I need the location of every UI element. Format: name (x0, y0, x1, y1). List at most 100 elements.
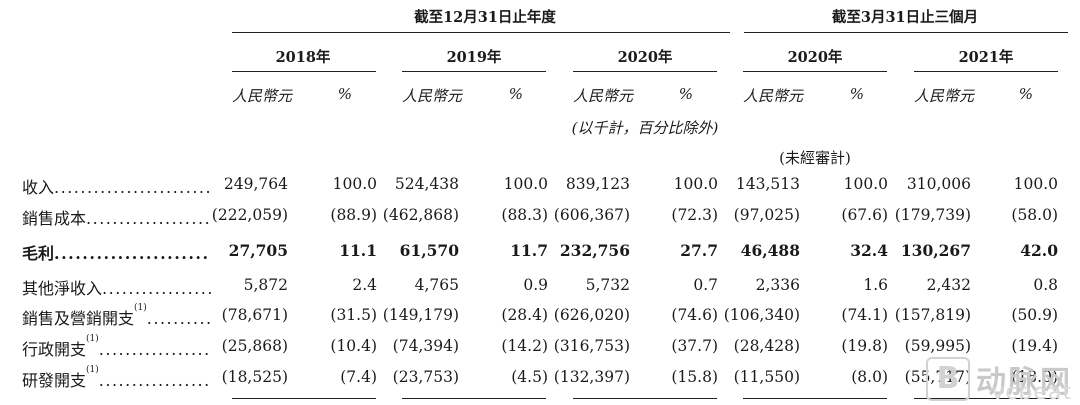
row-label: 銷售及營銷開支(1).......... (22, 303, 213, 329)
amount-cell: 839,123 (565, 175, 630, 193)
percent-cell: (8.0) (851, 368, 888, 386)
year-header-2018: 2018年 (275, 49, 331, 66)
percent-cell: (18.0) (1011, 368, 1058, 386)
percent-cell: (88.9) (330, 206, 377, 224)
row-label: 銷售成本................... (22, 205, 211, 229)
leader-dots: ................. (98, 340, 211, 359)
unit-rmb: 人民幣元 (914, 87, 975, 105)
row-label-text: 銷售及營銷開支 (22, 309, 135, 328)
amount-cell: (462,868) (382, 206, 459, 224)
amount-cell: (179,739) (894, 206, 971, 224)
percent-cell: 100.0 (1013, 175, 1058, 193)
year-header-2020: 2020年 (617, 49, 673, 66)
percent-cell: (19.8) (841, 337, 888, 355)
amount-cell: (11,550) (733, 368, 800, 386)
year-rule (573, 71, 717, 72)
watermark: B 动脉网 vcbeat (926, 357, 1072, 405)
row-label-text: 研發開支 (22, 371, 87, 390)
bottom-rule (573, 398, 717, 399)
percent-cell: 100.0 (843, 175, 888, 193)
amount-cell: (157,819) (894, 306, 971, 324)
unit-pct: % (678, 85, 693, 103)
unit-pct: % (337, 85, 352, 103)
leader-dots: .......... (146, 309, 213, 328)
row-label-text: 毛利 (22, 244, 55, 263)
amount-cell: 4,765 (414, 276, 459, 294)
year-rule (743, 71, 887, 72)
percent-cell: 1.6 (863, 276, 888, 294)
bottom-rule (232, 398, 376, 399)
row-label-text: 行政開支 (22, 340, 87, 359)
amount-cell: 5,732 (585, 276, 630, 294)
percent-cell: 42.0 (1020, 241, 1058, 260)
amount-cell: (28,428) (733, 337, 800, 355)
year-rule (232, 71, 376, 72)
bottom-rule (914, 398, 1058, 399)
vcbeat-logo-icon: B (926, 357, 970, 401)
percent-cell: (19.4) (1011, 337, 1058, 355)
watermark-en: vcbeat (991, 380, 1072, 405)
leader-dots: ................... (86, 209, 212, 228)
percent-cell: 0.7 (693, 276, 718, 294)
percent-cell: 32.4 (850, 241, 888, 260)
row-label: 行政開支(1)................. (22, 334, 211, 360)
amount-cell: 61,570 (399, 241, 459, 260)
amount-cell: (97,025) (733, 206, 800, 224)
row-label: 收入........................ (22, 174, 212, 198)
group-header-quarter: 截至3月31日止三個月 (831, 9, 979, 26)
unit-pct: % (508, 85, 523, 103)
year-rule (914, 71, 1058, 72)
percent-cell: 11.7 (510, 241, 548, 260)
unit-rmb: 人民幣元 (573, 87, 634, 105)
amount-cell: (606,367) (553, 206, 630, 224)
percent-cell: (14.2) (501, 337, 548, 355)
percent-cell: (74.1) (841, 306, 888, 324)
amount-cell: (222,059) (211, 206, 288, 224)
unit-rmb: 人民幣元 (232, 87, 293, 105)
percent-cell: 0.8 (1033, 276, 1058, 294)
leader-dots: ........................ (54, 178, 213, 197)
amount-cell: 524,438 (394, 175, 459, 193)
row-label: 其他淨收入................. (22, 275, 214, 299)
footnote-marker: (1) (134, 303, 147, 313)
percent-cell: (88.3) (501, 206, 548, 224)
note-thousands: (以千計，百分比除外) (571, 119, 719, 137)
year-header-2021-q1: 2021年 (958, 49, 1014, 66)
footnote-marker: (1) (86, 334, 99, 344)
group-header-year: 截至12月31日止年度 (414, 9, 556, 26)
amount-cell: 249,764 (223, 175, 288, 193)
watermark-cn: 动脉网 (976, 365, 1072, 400)
amount-cell: (25,868) (221, 337, 288, 355)
amount-cell: (74,394) (392, 337, 459, 355)
amount-cell: (132,397) (553, 368, 630, 386)
leader-dots: ................. (102, 279, 214, 298)
group-rule-quarter (744, 32, 1068, 33)
amount-cell: (316,753) (553, 337, 630, 355)
percent-cell: 100.0 (503, 175, 548, 193)
amount-cell: (18,525) (221, 368, 288, 386)
amount-cell: 2,336 (755, 276, 800, 294)
bottom-rule (402, 398, 546, 399)
percent-cell: (10.4) (330, 337, 377, 355)
row-label-text: 收入 (22, 178, 55, 197)
amount-cell: (106,340) (723, 306, 800, 324)
row-label-text: 銷售成本 (22, 209, 87, 228)
amount-cell: 5,872 (243, 276, 288, 294)
percent-cell: (74.6) (671, 306, 718, 324)
amount-cell: (59,995) (904, 337, 971, 355)
unit-rmb: 人民幣元 (402, 87, 463, 105)
amount-cell: 130,267 (900, 241, 971, 260)
note-unaudited: (未經審計) (779, 149, 851, 167)
amount-cell: 27,705 (228, 241, 288, 260)
percent-cell: (50.9) (1011, 306, 1058, 324)
percent-cell: (4.5) (511, 368, 548, 386)
amount-cell: (55,717) (904, 368, 971, 386)
percent-cell: (31.5) (330, 306, 377, 324)
leader-dots: ...................... (54, 244, 210, 263)
year-header-2019: 2019年 (446, 49, 502, 66)
year-rule (402, 71, 546, 72)
amount-cell: (149,179) (382, 306, 459, 324)
percent-cell: 0.9 (523, 276, 548, 294)
row-label: 毛利...................... (22, 240, 210, 264)
percent-cell: (37.7) (671, 337, 718, 355)
